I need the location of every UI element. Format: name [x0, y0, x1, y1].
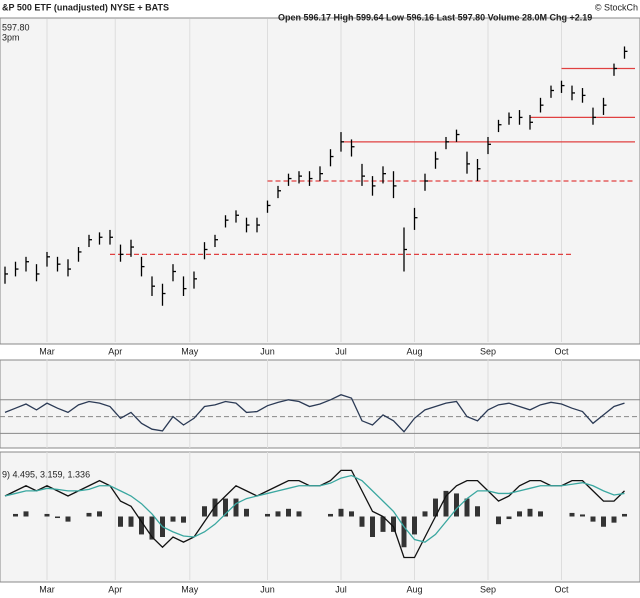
credit: © StockCh [595, 2, 638, 12]
title: &P 500 ETF (unadjusted) NYSE + BATS [2, 2, 169, 12]
histogram-bar [622, 513, 627, 517]
histogram-bar [233, 498, 239, 517]
histogram-bar [580, 514, 585, 517]
histogram-bar [275, 511, 281, 517]
histogram-bar [370, 516, 375, 537]
x-tick-label: Oct [554, 346, 569, 356]
x-tick-label: Apr [108, 584, 122, 594]
histogram-bar [128, 516, 134, 527]
histogram-bar [23, 511, 29, 517]
histogram-bar [569, 512, 575, 517]
histogram-bar [86, 512, 92, 517]
x-tick-label: Sep [480, 584, 496, 594]
histogram-bar [139, 516, 144, 535]
x-tick-label: Sep [480, 346, 496, 356]
histogram-bar [118, 516, 123, 527]
histogram-bar [527, 508, 533, 517]
x-tick-label: Aug [406, 346, 422, 356]
time: 3pm [2, 32, 20, 42]
histogram-bar [506, 516, 512, 520]
histogram-bar [181, 516, 186, 523]
x-tick-label: May [181, 346, 199, 356]
histogram-bar [349, 511, 354, 517]
x-tick-label: May [181, 584, 199, 594]
histogram-bar [328, 513, 333, 517]
histogram-bar [44, 513, 50, 517]
histogram-bar [244, 508, 249, 517]
histogram-bar [212, 498, 218, 517]
x-tick-label: Mar [39, 584, 55, 594]
histogram-bar [170, 516, 176, 522]
x-tick-label: Oct [554, 584, 569, 594]
histogram-bar [601, 516, 606, 527]
histogram-bar [401, 516, 407, 548]
macd-panel [0, 451, 640, 583]
histogram-bar [265, 513, 270, 517]
histogram-bar [433, 498, 438, 517]
last-price: 597.80 [2, 22, 30, 32]
rsi-line [4, 394, 625, 433]
histogram-bar [496, 516, 501, 525]
histogram-bar [454, 493, 459, 517]
histogram-bar [202, 506, 207, 517]
x-tick-label: Jun [260, 346, 275, 356]
histogram-bar [422, 511, 428, 517]
histogram-bar [223, 498, 228, 517]
histogram-bar [475, 506, 480, 517]
x-tick-label: Jun [260, 584, 275, 594]
macd-line [4, 474, 625, 543]
quote: Open 596.17 High 599.64 Low 596.16 Last … [278, 12, 592, 22]
histogram-bar [380, 516, 386, 532]
histogram-bar [464, 498, 470, 517]
histogram-bar [13, 513, 18, 517]
histogram-bar [149, 516, 155, 540]
macd-label: 9) 4.495, 3.159, 1.336 [2, 469, 90, 479]
histogram-bar [55, 516, 60, 519]
x-tick-label: Mar [39, 346, 55, 356]
x-tick-label: Jul [335, 584, 347, 594]
histogram-bar [412, 516, 417, 535]
histogram-bar [611, 516, 617, 523]
x-tick-label: Apr [108, 346, 122, 356]
histogram-bar [359, 516, 365, 527]
histogram-bar [338, 508, 344, 517]
histogram-bar [65, 516, 71, 522]
histogram-bar [517, 511, 522, 517]
histogram-bar [538, 511, 543, 517]
histogram-bar [97, 511, 102, 517]
histogram-bar [286, 508, 291, 517]
x-tick-label: Jul [335, 346, 347, 356]
histogram-bar [443, 490, 449, 517]
histogram-bar [296, 511, 302, 517]
histogram-bar [590, 516, 596, 522]
x-tick-label: Aug [406, 584, 422, 594]
histogram-bar [391, 516, 396, 532]
